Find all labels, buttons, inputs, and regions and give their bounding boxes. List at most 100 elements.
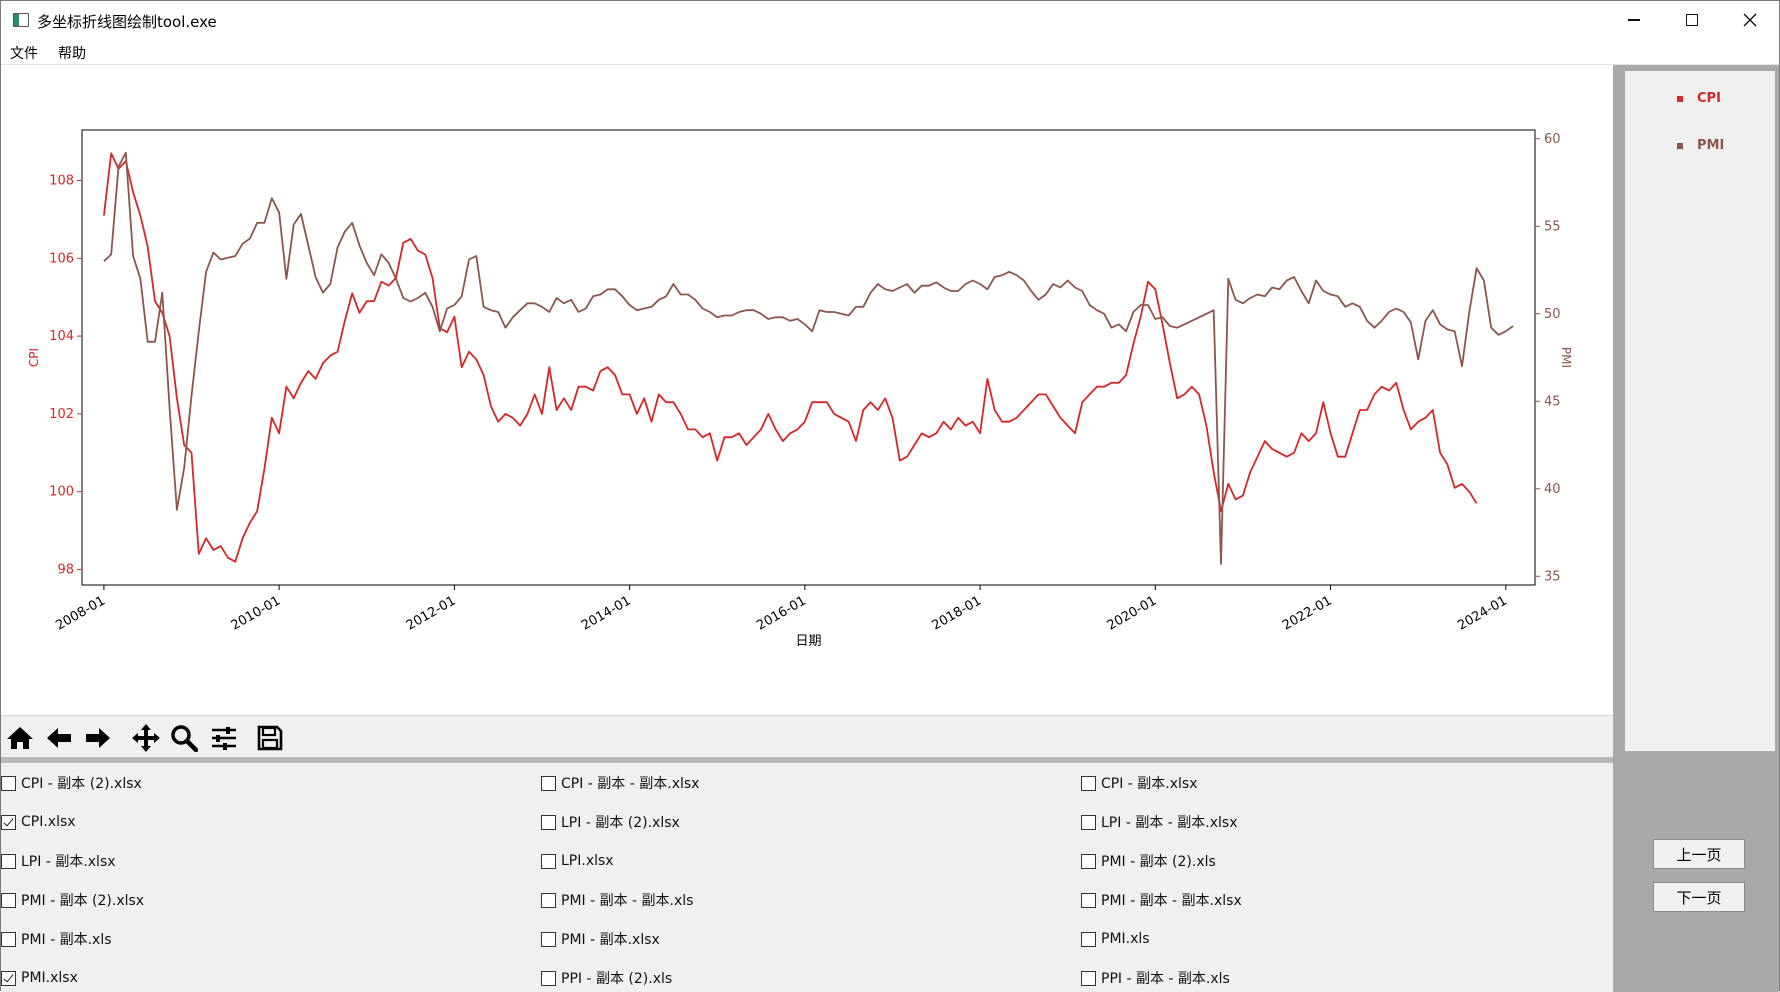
- forward-button[interactable]: [81, 722, 115, 754]
- file-label: CPI - 副本.xlsx: [1101, 776, 1198, 792]
- legend-item-cpi[interactable]: CPI: [1677, 91, 1721, 106]
- file-label: PMI - 副本 - 副本.xlsx: [1101, 893, 1242, 909]
- file-label: PMI - 副本 (2).xls: [1101, 854, 1216, 870]
- menu-file[interactable]: 文件: [10, 46, 38, 62]
- file-label: CPI - 副本 (2).xlsx: [21, 776, 142, 792]
- legend-item-pmi[interactable]: PMI: [1677, 138, 1724, 153]
- checkbox[interactable]: [541, 775, 556, 791]
- legend: CPI PMI: [1625, 71, 1775, 751]
- file-checkbox-item[interactable]: PMI - 副本.xlsx: [541, 927, 660, 951]
- configure-button[interactable]: [207, 722, 241, 754]
- back-icon: [47, 728, 71, 748]
- app-icon: [13, 13, 29, 27]
- file-label: PMI.xlsx: [21, 970, 78, 986]
- y-left-tick-label: 102: [49, 407, 74, 422]
- file-label: PPI - 副本 (2).xls: [561, 971, 673, 987]
- file-label: LPI - 副本 - 副本.xlsx: [1101, 815, 1238, 831]
- file-checkbox-item[interactable]: PMI - 副本 - 副本.xlsx: [1081, 888, 1242, 912]
- checkbox[interactable]: [1081, 775, 1096, 791]
- prev-page-button[interactable]: 上一页: [1653, 839, 1745, 869]
- checkbox[interactable]: [541, 931, 556, 947]
- checkbox[interactable]: [541, 814, 556, 830]
- file-checkbox-item[interactable]: PMI.xlsx: [1, 966, 78, 990]
- save-button[interactable]: [253, 722, 287, 754]
- y-right-tick-label: 60: [1544, 132, 1561, 147]
- x-tick-label: 2022-01: [1280, 593, 1335, 633]
- configure-icon: [212, 727, 236, 750]
- checkbox[interactable]: [1, 931, 16, 947]
- file-checkbox-item[interactable]: LPI - 副本.xlsx: [1, 849, 116, 873]
- x-tick-label: 2018-01: [930, 593, 985, 633]
- home-button[interactable]: [3, 722, 37, 754]
- y-left-tick-label: 106: [49, 251, 74, 266]
- file-checkbox-item[interactable]: LPI.xlsx: [541, 849, 614, 873]
- checkbox[interactable]: [1, 892, 16, 908]
- window-title: 多坐标折线图绘制tool.exe: [37, 13, 217, 31]
- file-label: LPI.xlsx: [561, 853, 614, 869]
- checkbox-checked[interactable]: [1, 970, 16, 986]
- pan-button[interactable]: [129, 722, 163, 754]
- y-right-tick-label: 45: [1544, 394, 1561, 409]
- file-checkbox-item[interactable]: PPI - 副本 - 副本.xls: [1081, 966, 1230, 990]
- maximize-button[interactable]: [1663, 1, 1721, 39]
- chart-canvas[interactable]: 2008-01 2010-01 2012-01 2014-01 2016-01 2018-…: [2, 65, 1612, 715]
- checkbox[interactable]: [541, 970, 556, 986]
- series-line-pmi: [103, 151, 1514, 565]
- checkbox[interactable]: [1081, 931, 1096, 947]
- file-checkbox-item[interactable]: PMI - 副本 (2).xlsx: [1, 888, 144, 912]
- checkbox-checked[interactable]: [1, 814, 16, 830]
- y-left-tick-label: 104: [49, 329, 74, 344]
- back-button[interactable]: [42, 722, 76, 754]
- checkbox[interactable]: [1, 775, 16, 791]
- file-label: LPI - 副本 (2).xlsx: [561, 815, 680, 831]
- checkbox[interactable]: [1081, 814, 1096, 830]
- minimize-icon: [1628, 19, 1640, 21]
- file-checkbox-item[interactable]: CPI.xlsx: [1, 810, 76, 834]
- zoom-icon: [171, 725, 198, 752]
- menu-help[interactable]: 帮助: [58, 46, 86, 62]
- file-checkbox-item[interactable]: LPI - 副本 - 副本.xlsx: [1081, 810, 1237, 834]
- next-page-button[interactable]: 下一页: [1653, 882, 1745, 912]
- legend-label: PMI: [1697, 138, 1725, 153]
- checkbox[interactable]: [541, 853, 556, 869]
- file-label: CPI.xlsx: [21, 814, 76, 830]
- checkbox[interactable]: [541, 892, 556, 908]
- checkbox[interactable]: [1, 853, 16, 869]
- x-tick-label: 2014-01: [579, 593, 634, 633]
- menu-bar: 文件 帮助: [1, 39, 1779, 65]
- file-checkbox-item[interactable]: CPI - 副本 (2).xlsx: [1, 771, 142, 795]
- checkbox[interactable]: [1081, 970, 1096, 986]
- splitter[interactable]: [1, 757, 1613, 763]
- file-checkbox-item[interactable]: PMI - 副本 - 副本.xls: [541, 888, 693, 912]
- file-checkbox-item[interactable]: CPI - 副本 - 副本.xlsx: [541, 771, 699, 795]
- y-left-tick-label: 100: [49, 485, 74, 500]
- close-button[interactable]: [1721, 1, 1779, 39]
- plot-frame: [81, 129, 1536, 586]
- y-left-axis-label: CPI: [27, 348, 41, 367]
- x-axis-label: 日期: [795, 634, 821, 649]
- close-icon: [1743, 13, 1757, 27]
- file-label: PMI - 副本.xlsx: [561, 932, 660, 948]
- file-checkbox-item[interactable]: LPI - 副本 (2).xlsx: [541, 810, 680, 834]
- home-icon: [7, 727, 33, 749]
- y-left-tick-label: 108: [49, 174, 74, 189]
- y-right-axis-label: PMI: [1559, 347, 1573, 368]
- file-checkbox-item[interactable]: PMI - 副本.xls: [1, 927, 112, 951]
- legend-swatch: [1677, 142, 1683, 149]
- checkbox[interactable]: [1081, 853, 1096, 869]
- file-checkbox-item[interactable]: PMI - 副本 (2).xls: [1081, 849, 1216, 873]
- zoom-button[interactable]: [167, 722, 201, 754]
- file-label: PMI.xls: [1101, 931, 1150, 947]
- file-checkbox-item[interactable]: CPI - 副本.xlsx: [1081, 771, 1198, 795]
- file-checkbox-item[interactable]: PPI - 副本 (2).xls: [541, 966, 672, 990]
- x-tick-label: 2016-01: [754, 593, 809, 633]
- file-checkbox-item[interactable]: PMI.xls: [1081, 927, 1150, 951]
- plot-toolbar: [1, 715, 1613, 759]
- checkbox[interactable]: [1081, 892, 1096, 908]
- minimize-button[interactable]: [1605, 1, 1663, 39]
- file-label: PMI - 副本 (2).xlsx: [21, 893, 145, 909]
- save-icon: [257, 725, 283, 751]
- y-right-tick-label: 55: [1544, 219, 1561, 234]
- pan-icon: [132, 724, 160, 752]
- x-tick-label: 2012-01: [404, 593, 459, 633]
